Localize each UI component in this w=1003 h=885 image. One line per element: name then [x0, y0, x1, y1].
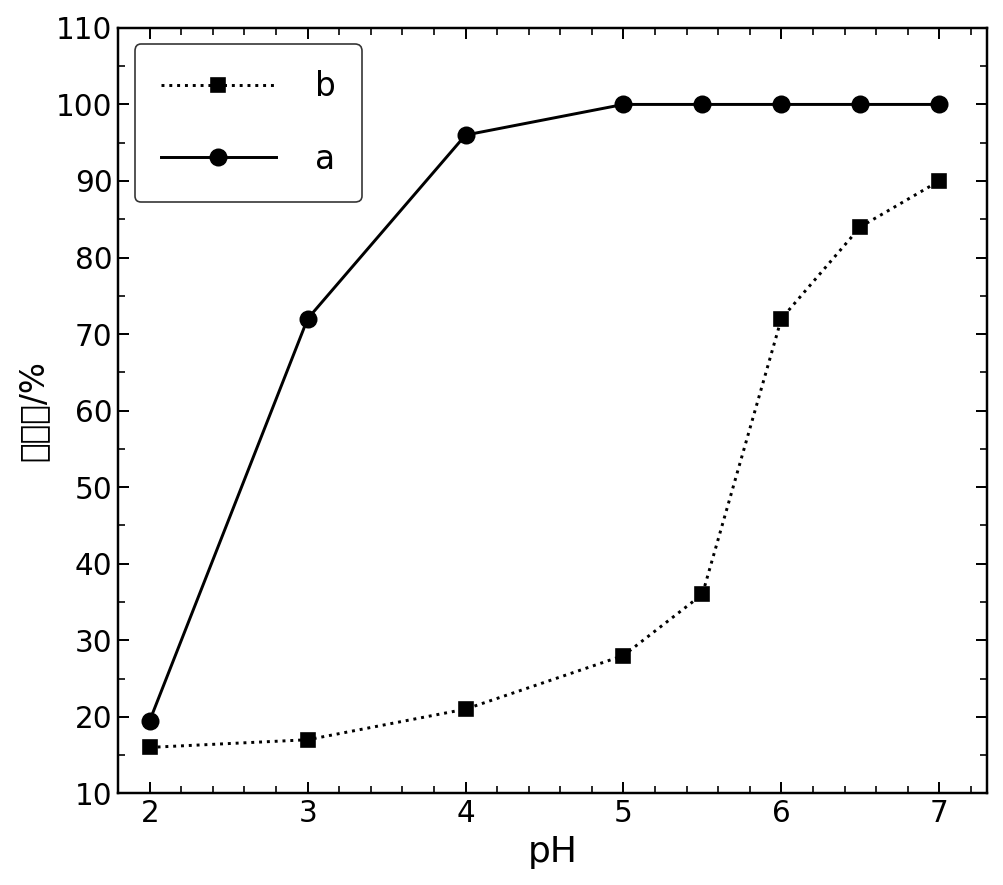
b	[775, 313, 787, 324]
Y-axis label: 吸附率/%: 吸附率/%	[16, 360, 49, 461]
b	[618, 650, 630, 661]
a	[855, 99, 867, 110]
a	[775, 99, 787, 110]
b	[933, 175, 945, 186]
a	[696, 99, 708, 110]
X-axis label: pH: pH	[528, 835, 578, 868]
b	[459, 704, 471, 714]
a	[302, 313, 314, 324]
a	[143, 715, 155, 726]
Line: a: a	[141, 96, 948, 729]
b	[143, 743, 155, 753]
b	[302, 735, 314, 745]
b	[855, 221, 867, 232]
Legend: b, a: b, a	[134, 44, 362, 202]
b	[696, 589, 708, 600]
a	[933, 99, 945, 110]
a	[618, 99, 630, 110]
a	[459, 130, 471, 141]
Line: b: b	[143, 174, 946, 754]
